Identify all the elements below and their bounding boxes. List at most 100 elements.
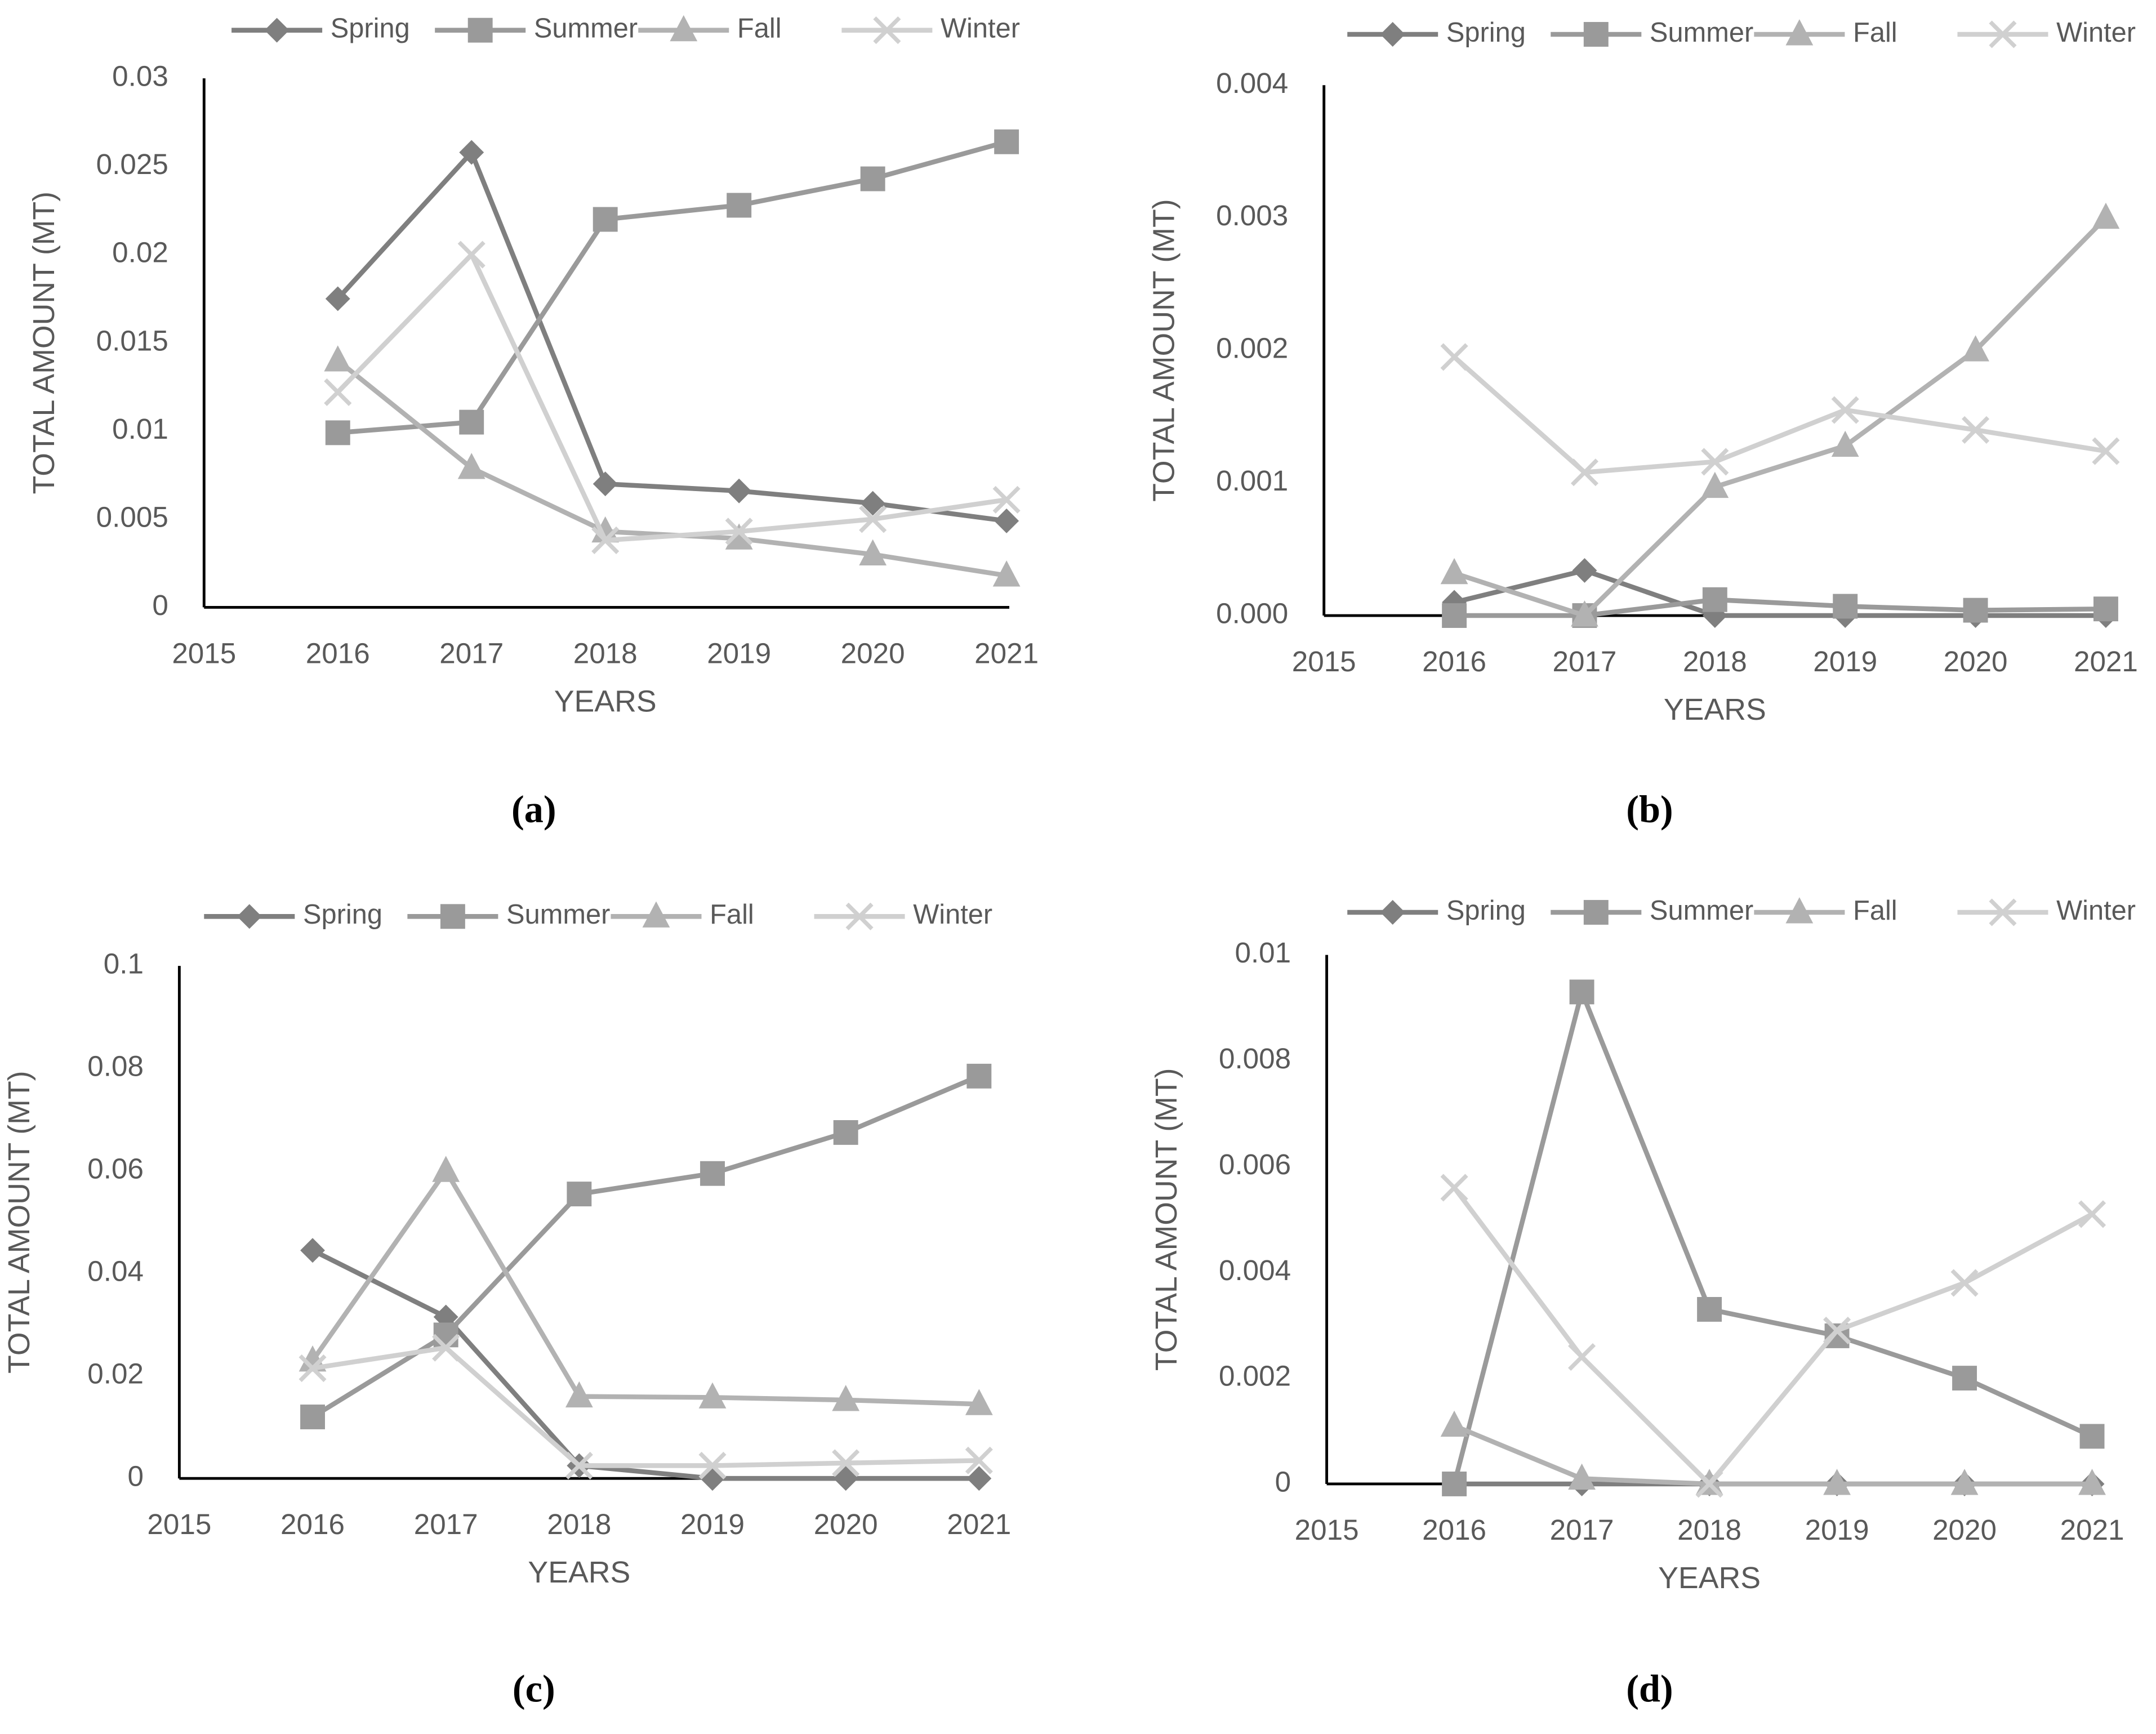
legend-label: Spring <box>1446 17 1526 48</box>
point <box>459 409 484 435</box>
point <box>1823 1317 1851 1345</box>
point <box>966 1063 992 1089</box>
series-line <box>311 1248 979 1481</box>
point <box>300 1238 326 1263</box>
point <box>832 1449 860 1477</box>
legend-marker <box>1989 898 2017 926</box>
point <box>725 518 753 546</box>
series-line <box>1451 989 2093 1485</box>
point <box>698 1382 727 1408</box>
point <box>2092 202 2120 229</box>
point <box>832 1385 860 1411</box>
y-tick-label: 0.003 <box>1216 199 1288 231</box>
y-tick-label: 0.015 <box>96 324 168 356</box>
point <box>1572 558 1597 583</box>
x-tick-label: 2018 <box>573 637 638 669</box>
y-tick-label: 0.06 <box>87 1153 144 1185</box>
point <box>727 478 752 503</box>
point <box>299 1354 327 1383</box>
point <box>2078 1469 2106 1495</box>
legend-marker <box>237 904 262 929</box>
x-axis-title: YEARS <box>1664 693 1766 726</box>
x-tick-label: 2015 <box>147 1508 211 1540</box>
x-tick-label: 2017 <box>1552 645 1616 677</box>
legend-marker <box>1785 897 1814 924</box>
x-axis-title: YEARS <box>528 1555 630 1589</box>
y-axis-title: TOTAL AMOUNT (MT) <box>1147 199 1181 502</box>
legend-marker <box>1785 19 1814 46</box>
legend-label: Winter <box>2056 895 2136 926</box>
legend-marker <box>1380 22 1405 47</box>
point <box>433 1322 458 1348</box>
y-tick-label: 0 <box>1275 1465 1291 1497</box>
point <box>325 420 350 445</box>
y-tick-label: 0.008 <box>1219 1042 1291 1075</box>
series-line <box>1453 355 2106 475</box>
y-tick-label: 0.08 <box>87 1050 144 1082</box>
series-line <box>311 1073 980 1419</box>
point <box>833 1120 858 1145</box>
point <box>2093 596 2118 622</box>
point <box>1440 343 1468 371</box>
y-tick-label: 0.005 <box>96 501 168 533</box>
point <box>1695 1470 1723 1498</box>
point <box>1568 1343 1596 1371</box>
x-tick-label: 2020 <box>841 637 905 669</box>
point <box>1833 594 1858 619</box>
point <box>1950 1469 1979 1495</box>
legend-marker <box>440 904 465 929</box>
point <box>1569 979 1594 1005</box>
point <box>1442 590 1467 615</box>
point <box>593 207 618 232</box>
x-tick-label: 2019 <box>1805 1514 1869 1546</box>
point <box>1570 458 1599 487</box>
series-line <box>1454 597 2106 618</box>
y-tick-label: 0.03 <box>112 60 168 92</box>
y-tick-label: 0.001 <box>1216 465 1288 497</box>
point <box>1442 603 1467 628</box>
chart-panel: 0 0.002 0.004 0.006 0.008 0.01 2015 2016 2017 201… <box>1150 895 2136 1710</box>
x-tick-label: 2021 <box>974 637 1039 669</box>
point <box>725 523 753 550</box>
legend-label: Fall <box>710 899 754 930</box>
point <box>833 1466 858 1491</box>
x-tick-label: 2019 <box>1813 645 1877 677</box>
y-tick-label: 0.025 <box>96 148 168 180</box>
chart-panel: 0.000 0.001 0.002 0.003 0.004 2015 2016 2017 201… <box>1147 17 2138 831</box>
legend-label: Winter <box>941 14 1020 44</box>
y-tick-label: 0.01 <box>1235 937 1291 969</box>
series-line <box>1452 1186 2093 1487</box>
x-tick-label: 2019 <box>680 1508 745 1540</box>
x-axis-title: YEARS <box>554 684 657 718</box>
x-tick-label: 2016 <box>306 637 370 669</box>
x-tick-label: 2015 <box>172 637 236 669</box>
chart-panel: 0 0.005 0.01 0.015 0.02 0.025 0.03 2015 2016 2017… <box>27 14 1039 831</box>
point <box>860 491 885 516</box>
x-tick-label: 2017 <box>1550 1514 1614 1546</box>
point <box>325 286 350 311</box>
series-line <box>336 150 1007 524</box>
point <box>2092 437 2120 465</box>
y-tick-label: 0.000 <box>1216 598 1288 630</box>
point <box>859 539 887 565</box>
point <box>1823 1469 1851 1495</box>
y-tick-label: 0.002 <box>1219 1360 1291 1392</box>
point <box>1702 587 1727 612</box>
point <box>1440 1410 1468 1437</box>
series-line <box>336 252 1007 543</box>
point <box>965 1446 993 1474</box>
point <box>1568 1463 1596 1490</box>
point <box>992 560 1021 587</box>
y-tick-label: 0 <box>152 589 168 621</box>
point <box>565 1451 593 1480</box>
point <box>994 509 1019 533</box>
y-axis-title: TOTAL AMOUNT (MT) <box>1150 1068 1183 1371</box>
legend-label: Winter <box>913 899 992 930</box>
point <box>1963 598 1988 623</box>
legend-label: Spring <box>1446 895 1526 926</box>
point <box>860 166 885 191</box>
series-line <box>1454 568 2106 618</box>
point <box>457 240 485 269</box>
x-tick-label: 2018 <box>1677 1514 1741 1546</box>
